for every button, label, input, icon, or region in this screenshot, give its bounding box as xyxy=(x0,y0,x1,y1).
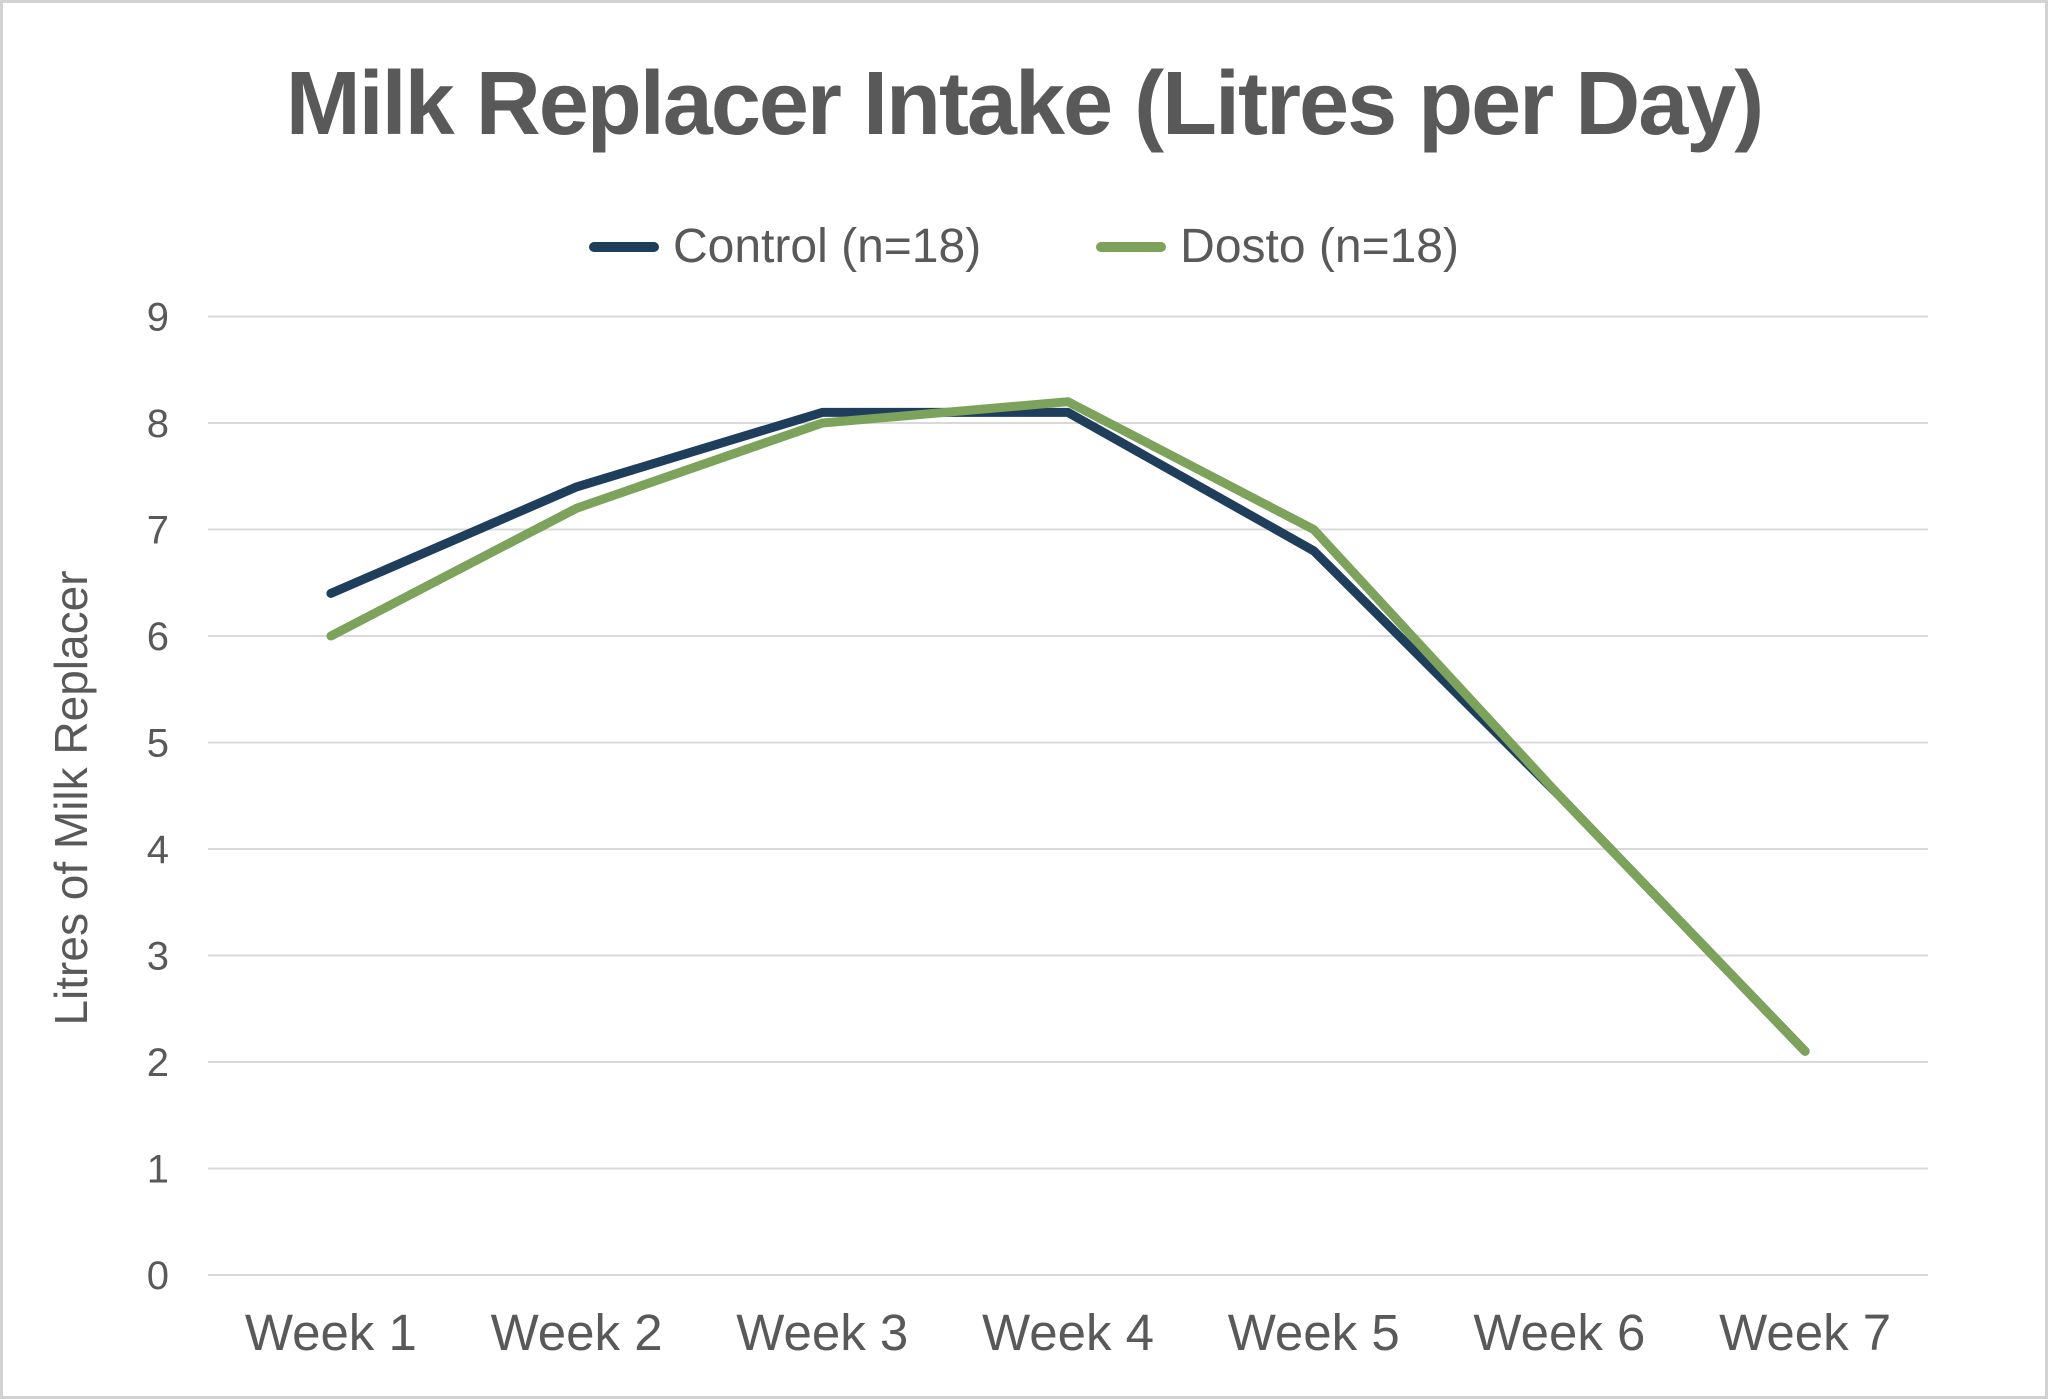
legend-swatch-control xyxy=(589,241,660,252)
chart-title: Milk Replacer Intake (Litres per Day) xyxy=(285,54,1765,154)
legend-label-dosto: Dosto (n=18) xyxy=(1180,220,1459,273)
x-tick-label: Week 7 xyxy=(1719,1304,1891,1361)
legend-item-control: Control (n=18) xyxy=(589,219,981,274)
y-tick-label: 6 xyxy=(147,615,169,659)
legend: Control (n=18) Dosto (n=18) xyxy=(3,219,2045,274)
y-tick-label: 2 xyxy=(147,1041,169,1085)
y-tick-label: 8 xyxy=(147,402,169,446)
legend-item-dosto: Dosto (n=18) xyxy=(1096,219,1459,274)
y-tick-label: 5 xyxy=(147,722,169,766)
y-tick-label: 3 xyxy=(147,935,169,979)
y-tick-label: 0 xyxy=(147,1254,169,1298)
plot-area: 0 1 2 3 4 5 6 7 8 9 Week 1 Week 2 Week 3 Week 4 Week 5… xyxy=(147,296,1928,1361)
y-tick-label: 7 xyxy=(147,509,169,553)
x-tick-label: Week 4 xyxy=(982,1304,1154,1361)
x-tick-label: Week 6 xyxy=(1473,1304,1645,1361)
legend-swatch-dosto xyxy=(1096,241,1167,252)
x-tick-label: Week 5 xyxy=(1228,1304,1400,1361)
x-tick-label: Week 1 xyxy=(245,1304,417,1361)
legend-label-control: Control (n=18) xyxy=(673,220,982,273)
y-tick-label: 4 xyxy=(147,828,169,872)
x-tick-label: Week 2 xyxy=(491,1304,663,1361)
y-tick-label: 9 xyxy=(147,296,169,340)
y-tick-label: 1 xyxy=(147,1148,169,1192)
x-tick-label: Week 3 xyxy=(736,1304,908,1361)
series-line-1 xyxy=(326,397,1810,1056)
